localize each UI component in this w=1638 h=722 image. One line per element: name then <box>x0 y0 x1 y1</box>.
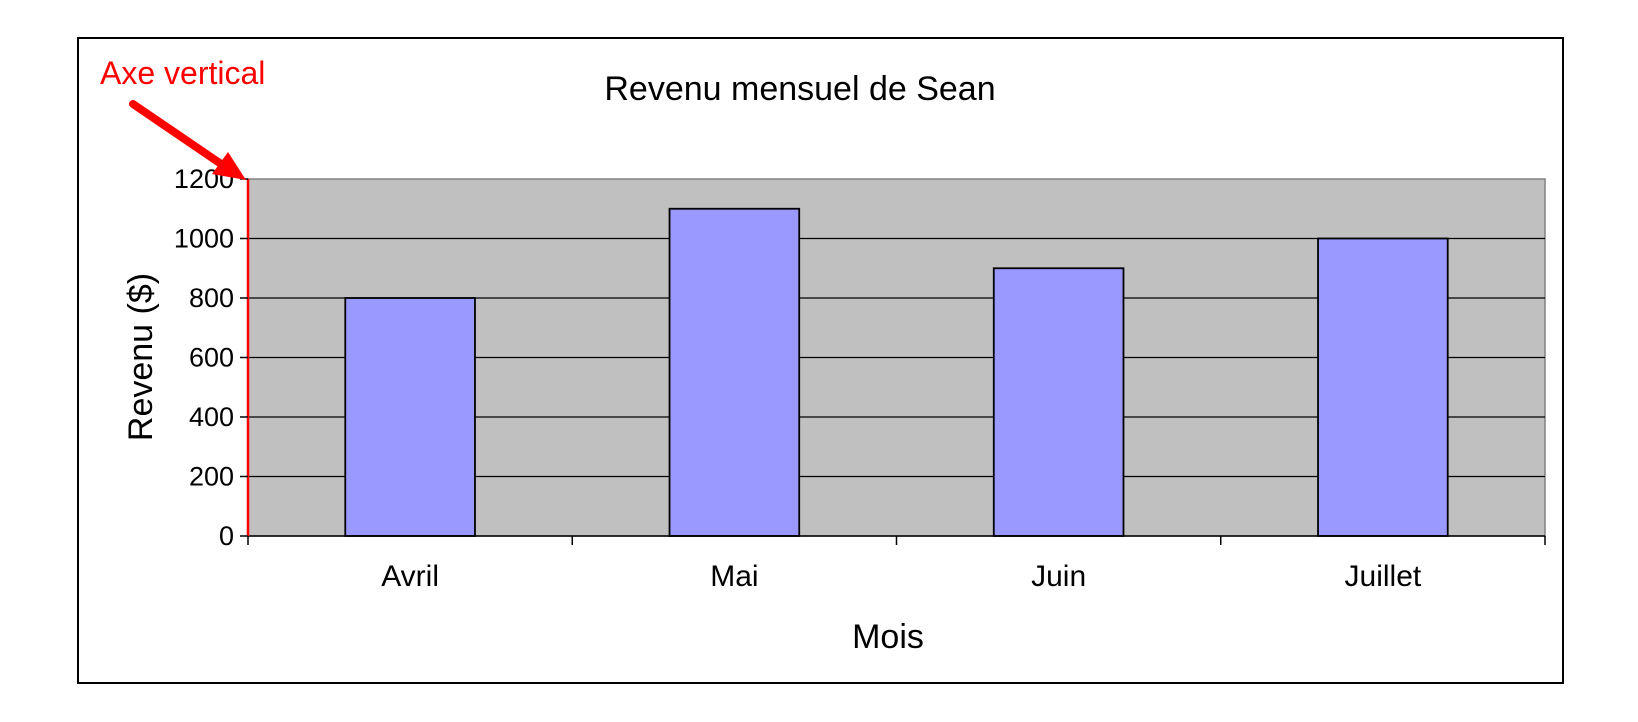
category-label: Mai <box>710 560 758 593</box>
y-axis-title: Revenu ($) <box>122 273 160 441</box>
bar-mai <box>668 207 801 537</box>
x-axis-title: Mois <box>852 618 924 656</box>
bars <box>344 207 1449 537</box>
y-tick-label: 1000 <box>174 224 234 254</box>
category-labels: Avril Mai Juin Juillet <box>381 560 1422 593</box>
annotation-arrow <box>129 100 246 180</box>
y-tick-label: 400 <box>189 402 234 432</box>
y-tick-label: 0 <box>219 521 234 551</box>
annotation-label: Axe vertical <box>100 55 265 91</box>
chart-title: Revenu mensuel de Sean <box>604 70 995 108</box>
category-label: Juin <box>1031 560 1086 593</box>
bar-juillet <box>1317 237 1449 537</box>
y-tick-label: 200 <box>189 462 234 492</box>
y-tick-label: 600 <box>189 343 234 373</box>
category-label: Avril <box>381 560 439 593</box>
y-tick-label: 800 <box>189 283 234 313</box>
bar-avril <box>344 297 476 537</box>
category-label: Juillet <box>1345 560 1422 593</box>
bar-juin <box>992 267 1125 537</box>
x-ticks <box>247 536 1546 545</box>
